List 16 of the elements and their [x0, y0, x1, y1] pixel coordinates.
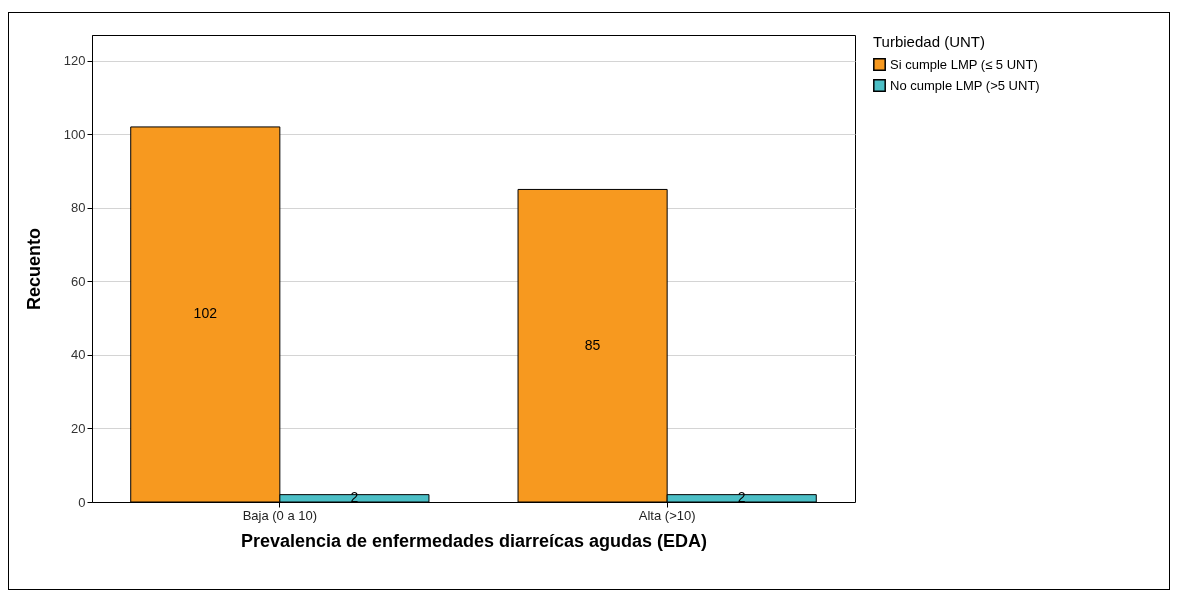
legend-label: No cumple LMP (>5 UNT): [890, 77, 1040, 93]
y-tick-label: 100: [63, 126, 86, 142]
y-axis-title: Recuento: [23, 227, 44, 311]
data-label: 85: [584, 336, 601, 353]
legend-title: Turbiedad (UNT): [873, 33, 985, 50]
legend-label: Si cumple LMP (≤ 5 UNT): [890, 56, 1038, 72]
y-tick-label: 80: [71, 200, 86, 216]
data-label: 102: [193, 305, 218, 322]
x-axis-title: Prevalencia de enfermedades diarreícas agudas (EDA): [240, 530, 708, 551]
x-tick-label: Alta (>10): [638, 507, 696, 523]
y-tick-label: 40: [71, 347, 86, 363]
y-tick-label: 60: [71, 273, 86, 289]
y-tick-label: 0: [78, 494, 86, 510]
x-tick-label: Baja (0 a 10): [242, 507, 318, 523]
y-tick-label: 20: [71, 420, 86, 436]
y-tick-label: 120: [63, 53, 86, 69]
